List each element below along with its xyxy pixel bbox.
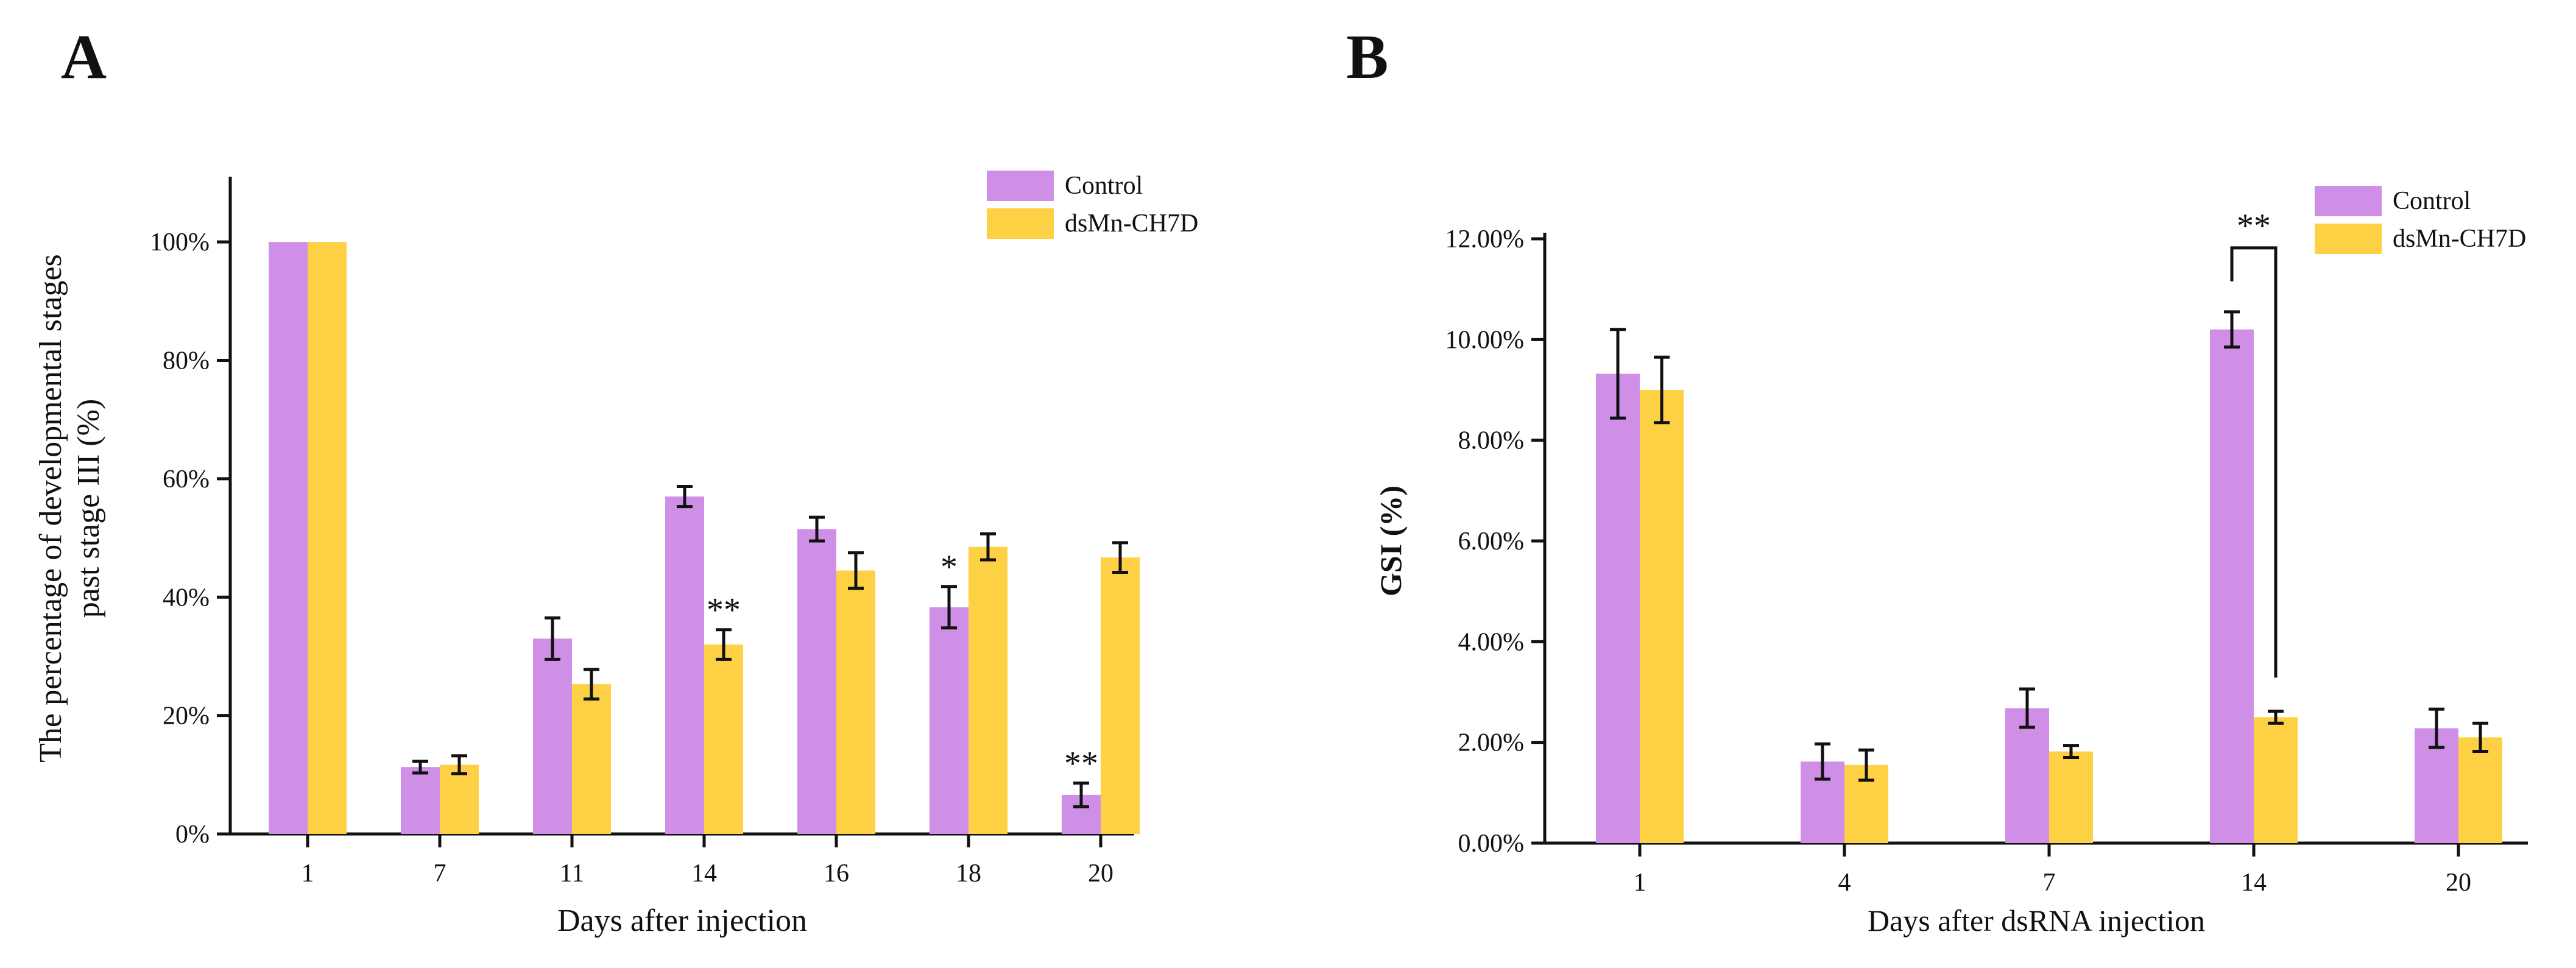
chart-panel-b: 0.00%2.00%4.00%6.00%8.00%10.00%12.00%1 4 7… (1374, 186, 2528, 938)
legend-swatch-treatment (987, 208, 1054, 239)
y-tick-label: 4.00% (1458, 628, 1525, 656)
x-tick-label: 1 (1634, 869, 1646, 897)
y-tick-label: 6.00% (1458, 528, 1525, 556)
y-tick-label: 12.00% (1445, 225, 1525, 253)
significance-bracket (2230, 246, 2278, 678)
bar-treatment (969, 546, 1007, 834)
bar-control (797, 529, 836, 834)
significance-marker: ** (2237, 207, 2271, 245)
x-tick-label: 18 (956, 860, 981, 888)
bar-control (2005, 708, 2049, 843)
y-tick-label: 40% (163, 584, 210, 612)
bar-control (269, 242, 308, 834)
bar-treatment (704, 645, 743, 834)
legend-swatch-control (987, 171, 1054, 201)
x-tick-label: 7 (2043, 869, 2056, 897)
y-tick-label: 2.00% (1458, 729, 1525, 757)
panel-a-letter: A (61, 22, 107, 92)
legend-label-treatment: dsMn-CH7D (1065, 210, 1198, 238)
bar-control (665, 496, 704, 834)
x-tick-label: 16 (824, 860, 849, 888)
bar-control (1596, 373, 1640, 843)
y-tick-label: 0% (175, 821, 210, 849)
significance-marker: ** (1064, 744, 1098, 782)
x-tick-label: 11 (560, 860, 584, 888)
bar-control (401, 767, 440, 834)
x-tick-label: 7 (434, 860, 446, 888)
bar-treatment (1640, 390, 1684, 843)
y-tick-label: 100% (150, 228, 210, 256)
x-axis-label: Days after dsRNA injection (1868, 903, 2205, 938)
y-tick-label: 10.00% (1445, 326, 1525, 354)
bar-control (2210, 329, 2254, 843)
legend-swatch-treatment (2315, 224, 2382, 254)
x-tick-label: 14 (691, 860, 717, 888)
bar-treatment (308, 242, 347, 834)
bar-treatment (2049, 751, 2093, 843)
legend-label-control: Control (2393, 187, 2471, 215)
y-axis-label: The percentage of developmental stages (34, 254, 68, 763)
panel-b-letter: B (1346, 22, 1388, 92)
y-axis-label: GSI (%) (1374, 486, 1408, 596)
legend-label-treatment: dsMn-CH7D (2393, 225, 2526, 253)
y-tick-label: 60% (163, 465, 210, 493)
significance-marker: * (940, 548, 958, 586)
bar-treatment (440, 765, 479, 834)
x-tick-label: 1 (302, 860, 314, 888)
y-tick-label: 80% (163, 347, 210, 375)
bar-treatment (2458, 737, 2502, 843)
y-tick-label: 8.00% (1458, 427, 1525, 455)
legend-label-control: Control (1065, 172, 1143, 200)
x-axis-label: Days after injection (557, 903, 807, 938)
significance-marker: ** (707, 592, 741, 629)
bar-treatment (572, 684, 611, 834)
bar-treatment (2254, 717, 2298, 843)
legend-swatch-control (2315, 186, 2382, 216)
y-tick-label: 0.00% (1458, 830, 1525, 858)
x-tick-label: 14 (2241, 869, 2267, 897)
y-axis-label: past stage III (%) (71, 399, 106, 618)
x-tick-label: 4 (1838, 869, 1851, 897)
bar-control (930, 607, 969, 834)
bar-treatment (836, 570, 875, 834)
x-tick-label: 20 (1088, 860, 1113, 888)
bar-control (533, 638, 572, 834)
y-tick-label: 20% (163, 702, 210, 730)
x-tick-label: 20 (2446, 869, 2471, 897)
bar-treatment (1101, 557, 1140, 834)
chart-panel-a: 0%20%40%60%80%100%1 7 11 14 16 18 20*****Days … (34, 171, 1198, 938)
